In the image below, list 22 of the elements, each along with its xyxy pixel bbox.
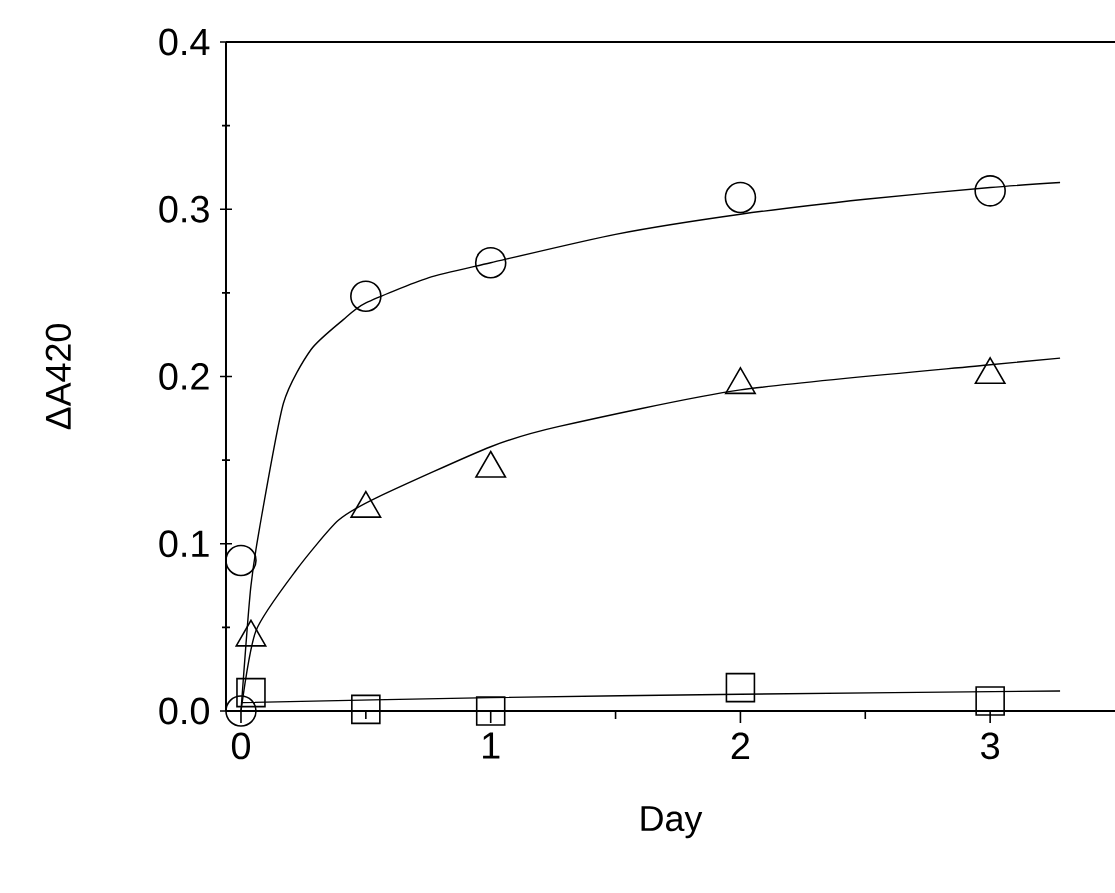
y-tick-label: 0.1 [159,530,209,558]
point [725,672,756,703]
point [225,544,257,577]
x-tick-label: 1 [483,732,500,759]
y-tick-label: 0.3 [159,195,209,223]
point [974,175,1006,207]
point [236,677,266,708]
x-tick-label: 2 [731,732,750,759]
x-axis-title: Day [641,806,703,839]
point [225,695,257,727]
point [724,181,757,214]
point [975,686,1005,716]
point [474,246,507,279]
point [351,694,381,725]
y-axis-title: ΔA420 [45,324,71,430]
x-tick-label: 0 [231,732,251,760]
y-tick-label: 0.0 [159,697,209,725]
y-tick-label: 0.2 [159,363,209,390]
point [475,696,506,726]
y-tick-label: 0.4 [159,28,210,56]
x-tick-label: 3 [981,732,1000,760]
point [350,280,382,313]
